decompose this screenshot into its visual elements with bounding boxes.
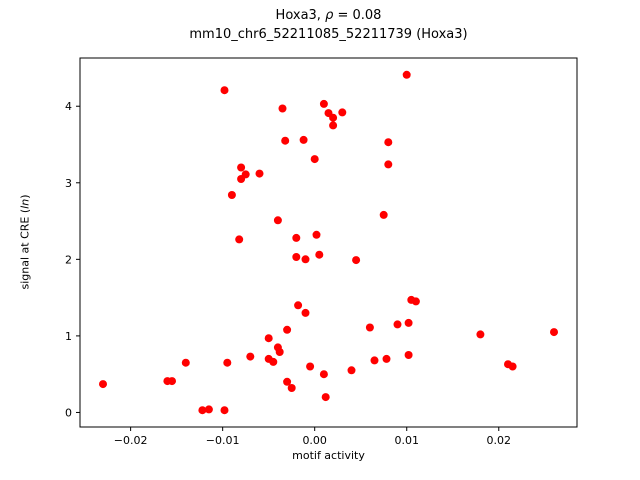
data-point (370, 356, 379, 365)
y-axis-label-close: ) (18, 194, 32, 199)
data-point (168, 377, 176, 386)
x-tick-label: 0.00 (302, 434, 327, 447)
data-point (255, 169, 264, 178)
y-tick-label: 3 (65, 177, 72, 190)
data-point (264, 334, 273, 343)
data-point (352, 256, 361, 265)
data-point (321, 393, 330, 402)
data-point (275, 348, 284, 356)
chart-title: Hoxa3, ρ = 0.08 (80, 6, 577, 25)
data-point (220, 406, 229, 415)
chart-title-value: = 0.08 (333, 8, 382, 23)
data-point (347, 366, 356, 375)
data-point (237, 163, 246, 172)
data-point (476, 330, 485, 339)
title-block: Hoxa3, ρ = 0.08 mm10_chr6_52211085_52211… (80, 6, 577, 44)
data-point (278, 104, 287, 113)
y-axis-label-text: signal at CRE ( (18, 208, 32, 290)
data-point (273, 216, 282, 225)
data-point (204, 405, 213, 414)
data-point (198, 406, 207, 415)
data-point (299, 135, 308, 144)
data-point (241, 170, 250, 179)
data-point (235, 235, 244, 244)
data-point (393, 320, 402, 329)
data-point (283, 325, 292, 334)
data-point (310, 155, 319, 164)
data-point (338, 108, 347, 117)
data-point (312, 230, 321, 239)
plot-frame (79, 57, 578, 428)
data-point (269, 357, 278, 366)
data-point (283, 377, 292, 386)
data-point (223, 358, 232, 367)
data-point (220, 86, 229, 95)
data-point (99, 380, 107, 389)
y-tick-label: 2 (65, 253, 72, 266)
data-point (294, 301, 303, 310)
data-point (404, 351, 413, 359)
data-point (301, 308, 310, 317)
data-point (227, 191, 236, 199)
data-point (329, 121, 338, 130)
data-point (181, 358, 190, 367)
data-point (287, 384, 296, 392)
chart-title-text: Hoxa3, (275, 8, 326, 23)
x-tick-label: −0.01 (206, 434, 240, 447)
data-point (384, 160, 393, 169)
chart-title-rho: ρ (325, 8, 334, 23)
data-point (382, 354, 391, 363)
y-axis-label-italic: ln (18, 198, 32, 209)
data-point (281, 136, 290, 145)
data-point (319, 99, 328, 108)
x-tick-label: 0.02 (487, 434, 512, 447)
data-point (508, 362, 517, 371)
y-tick-label: 4 (65, 100, 72, 113)
data-point (402, 70, 411, 79)
data-point (379, 210, 388, 219)
data-point (329, 113, 338, 122)
x-axis-label: motif activity (292, 449, 365, 462)
data-point (411, 297, 420, 306)
y-axis-label: signal at CRE (ln) (19, 195, 32, 290)
data-point (404, 318, 413, 327)
chart-subtitle: mm10_chr6_52211085_52211739 (Hoxa3) (189, 27, 468, 42)
data-point (384, 138, 393, 147)
y-tick-label: 0 (65, 406, 72, 419)
data-point (292, 233, 301, 242)
data-point (550, 328, 558, 337)
data-point (301, 255, 310, 264)
data-point (319, 370, 328, 379)
data-point (292, 253, 301, 261)
data-point (246, 352, 255, 361)
data-point (315, 250, 324, 259)
x-tick-label: 0.01 (394, 434, 419, 447)
x-tick-label: −0.02 (114, 434, 148, 447)
data-point (306, 362, 315, 371)
y-tick-label: 1 (65, 330, 72, 343)
data-point (365, 323, 374, 332)
